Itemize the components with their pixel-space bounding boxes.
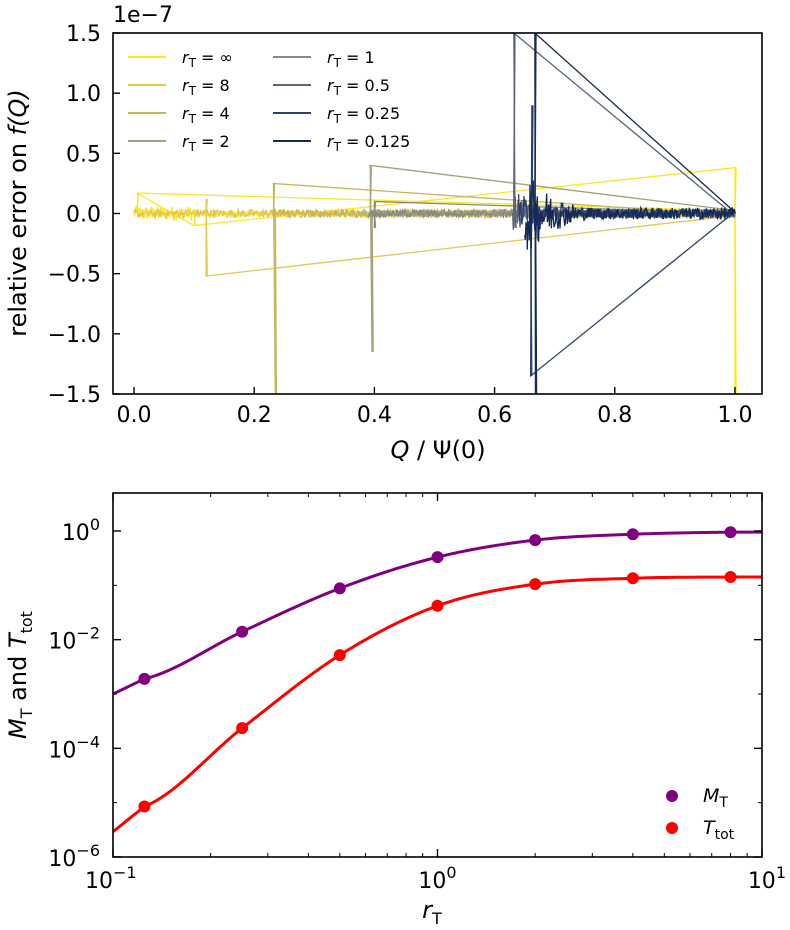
tidal-point (138, 800, 151, 813)
y-tick-label: 10−6 (48, 841, 100, 872)
y-tick-label: 1.0 (66, 82, 101, 107)
legend-label: rT = 8 (182, 76, 230, 98)
error-spike (734, 167, 737, 214)
y-tick-label: −1.0 (48, 323, 101, 348)
legend: rT = ∞ rT = 8 rT = 4 rT = 2 rT = 1 rT = 0.5 rT… (128, 48, 410, 154)
x-tick-label: 0.0 (117, 403, 152, 428)
error-spike (136, 193, 139, 214)
y-tick-label: 1.5 (66, 22, 101, 47)
x-tick-label: 0.2 (237, 403, 272, 428)
error-spike (514, 213, 517, 228)
y-tick-label: −0.5 (48, 263, 101, 288)
legend-label: MT (703, 785, 728, 811)
x-tick-label: 101 (748, 863, 786, 894)
mass-point (431, 551, 444, 564)
x-tick-label: 0.4 (357, 403, 392, 428)
error-spike (205, 199, 208, 214)
tidal-point (431, 599, 444, 612)
legend-marker (666, 822, 678, 834)
error-spike (369, 165, 372, 214)
x-tick-label: 1.0 (717, 403, 752, 428)
tidal-point (236, 722, 249, 735)
legend-label: rT = 0.25 (327, 104, 400, 126)
tidal-point (333, 649, 346, 662)
tidal-point (724, 571, 737, 584)
y-offset-label: 1e−7 (113, 3, 173, 28)
error-spike (513, 33, 516, 214)
y-tick-label: −1.5 (48, 383, 101, 408)
error-series-line (517, 105, 736, 378)
mass-point (529, 534, 542, 547)
mass-point (236, 625, 249, 638)
legend-label: rT = ∞ (182, 48, 233, 70)
y-axis-label: relative error on f(Q) (4, 89, 32, 337)
y-tick-label: 0.5 (66, 142, 101, 167)
legend: MT Ttot (666, 785, 735, 843)
x-tick-label: 0.8 (597, 403, 632, 428)
error-spike (534, 33, 537, 214)
mass-plot: 10−1 100 101 10−6 10−4 10−2 100 MT Ttot rT MT … (4, 492, 786, 928)
error-spike (534, 213, 538, 394)
legend-label: rT = 4 (182, 104, 230, 126)
error-spike (272, 183, 276, 214)
error-spike (205, 213, 208, 277)
x-axis-ticks: 10−1 100 101 (85, 493, 786, 894)
error-plot: 1e−7 0.0 0.2 0.4 0.6 0.8 1.0 −1.5−1.0−0.50.00… (4, 3, 763, 464)
legend-label: rT = 2 (182, 132, 230, 154)
legend-marker (666, 790, 678, 802)
mass-series-group (113, 526, 762, 833)
y-tick-label: 10−4 (48, 732, 100, 763)
legend-label: rT = 0.5 (327, 76, 390, 98)
tidal-point (529, 578, 542, 591)
error-spike (373, 201, 377, 214)
x-axis-label: rT (422, 896, 442, 928)
x-axis-label: Q / Ψ(0) (390, 436, 485, 464)
y-axis-label: MT and Ttot (4, 611, 36, 739)
y-axis-ticks: 10−6 10−4 10−2 100 (48, 515, 762, 872)
mass-point (333, 582, 346, 595)
tidal-curve (113, 575, 762, 833)
error-spike (373, 213, 377, 228)
mass-point (626, 528, 639, 541)
x-axis-ticks: 0.0 0.2 0.4 0.6 0.8 1.0 (117, 387, 752, 428)
error-spike (734, 213, 737, 394)
mass-point (138, 672, 151, 685)
legend-label: rT = 1 (327, 48, 375, 70)
y-tick-label: 100 (62, 515, 100, 546)
error-series-line (523, 33, 737, 394)
error-series-line (133, 167, 737, 394)
mass-plot-frame (112, 492, 763, 858)
y-axis-ticks: −1.5 −1.0 −0.5 0.0 0.5 1.0 1.5 (48, 22, 120, 408)
error-spike (274, 213, 278, 394)
legend-label: Ttot (703, 817, 735, 843)
tidal-point (626, 572, 639, 585)
error-spike (193, 213, 196, 226)
error-spike (371, 213, 374, 352)
x-tick-label: 10−1 (85, 863, 137, 894)
x-tick-label: 0.6 (477, 403, 512, 428)
legend-label: rT = 0.125 (327, 132, 410, 154)
y-tick-label: 0.0 (66, 203, 101, 228)
x-tick-label: 100 (418, 863, 456, 894)
y-tick-label: 10−2 (48, 624, 100, 655)
error-series-group (133, 33, 737, 394)
mass-point (724, 526, 737, 539)
